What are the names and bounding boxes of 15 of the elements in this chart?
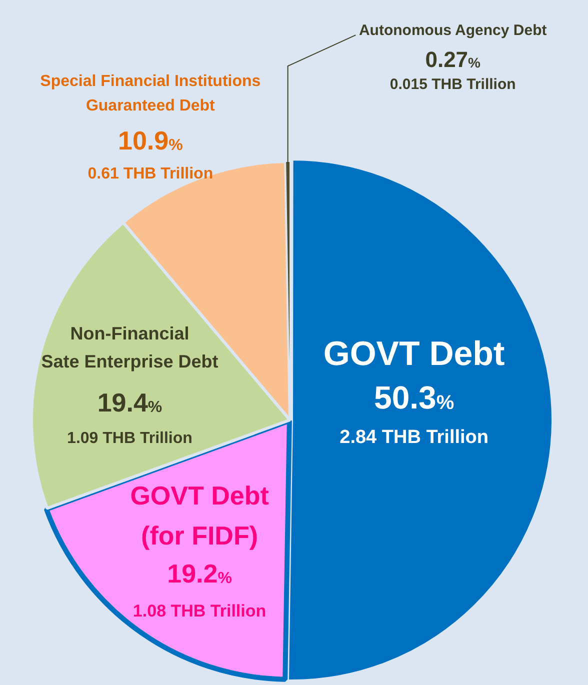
slice-label: Autonomous Agency Debt [358,22,547,40]
text: 0.61 THB Trillion [88,166,214,183]
data-label: 0.27% [425,47,482,72]
slice-label: GOVT Debt (for FIDF) [130,480,270,551]
data-label: 50.3% [374,380,454,416]
data-label: 19.4% [97,388,162,418]
slice-label: Special Financial Institutions Guaranteed Debt [40,72,261,115]
text: 0.015 THB Trillion [390,76,516,94]
data-label: 10.9% [118,125,183,156]
text: 1.09 THB Trillion [67,430,192,447]
data-label: 19.2% [167,558,232,589]
text: 1.08 THB Trillion [132,601,266,620]
slice-label: GOVT Debt [323,335,505,374]
slice-label: Non-Financial Sate Enterprise Debt [41,323,218,372]
text: 2.84 THB Trillion [340,426,489,448]
